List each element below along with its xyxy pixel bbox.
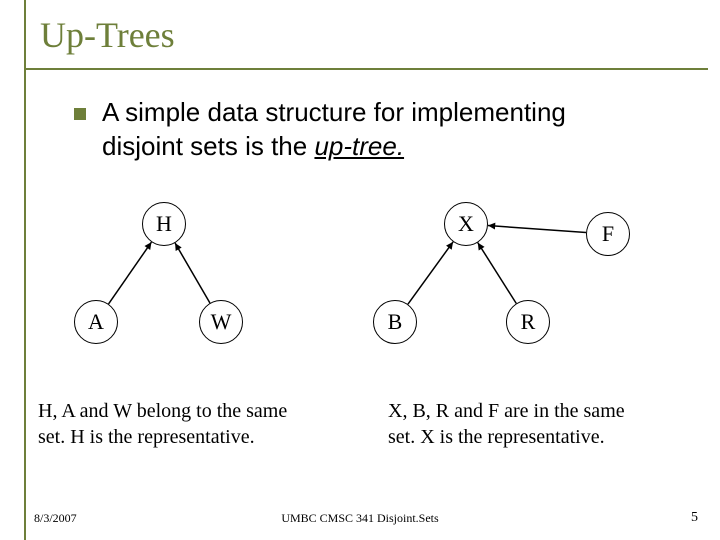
node-H: H — [142, 202, 186, 246]
node-W: W — [199, 300, 243, 344]
diagram-arrows — [0, 0, 720, 540]
slide: Up-Trees A simple data structure for imp… — [0, 0, 720, 540]
node-F: F — [586, 212, 630, 256]
node-A: A — [74, 300, 118, 344]
caption-right-line-1: X, B, R and F are in the same — [388, 400, 625, 422]
left-rule — [24, 0, 26, 540]
caption-left-line-2: set. H is the representative. — [38, 426, 255, 448]
node-X: X — [444, 202, 488, 246]
footer-page-num: 5 — [691, 510, 698, 526]
body-line-2: disjoint sets is the up-tree. — [102, 130, 404, 163]
body-line-1: A simple data structure for implementing — [102, 96, 566, 129]
caption-right-line-2: set. X is the representative. — [388, 426, 605, 448]
body-line-2-prefix: disjoint sets is the — [102, 131, 314, 161]
caption-left: H, A and W belong to the same set. H is … — [38, 398, 358, 450]
node-B: B — [373, 300, 417, 344]
footer-subtitle: UMBC CMSC 341 Disjoint.Sets — [0, 511, 720, 526]
caption-left-line-1: H, A and W belong to the same — [38, 400, 287, 422]
slide-title: Up-Trees — [40, 14, 175, 56]
caption-right: X, B, R and F are in the same set. X is … — [388, 398, 708, 450]
title-underline — [24, 68, 708, 70]
bullet-icon — [74, 108, 86, 120]
node-R: R — [506, 300, 550, 344]
body-line-2-emph: up-tree. — [314, 131, 404, 161]
